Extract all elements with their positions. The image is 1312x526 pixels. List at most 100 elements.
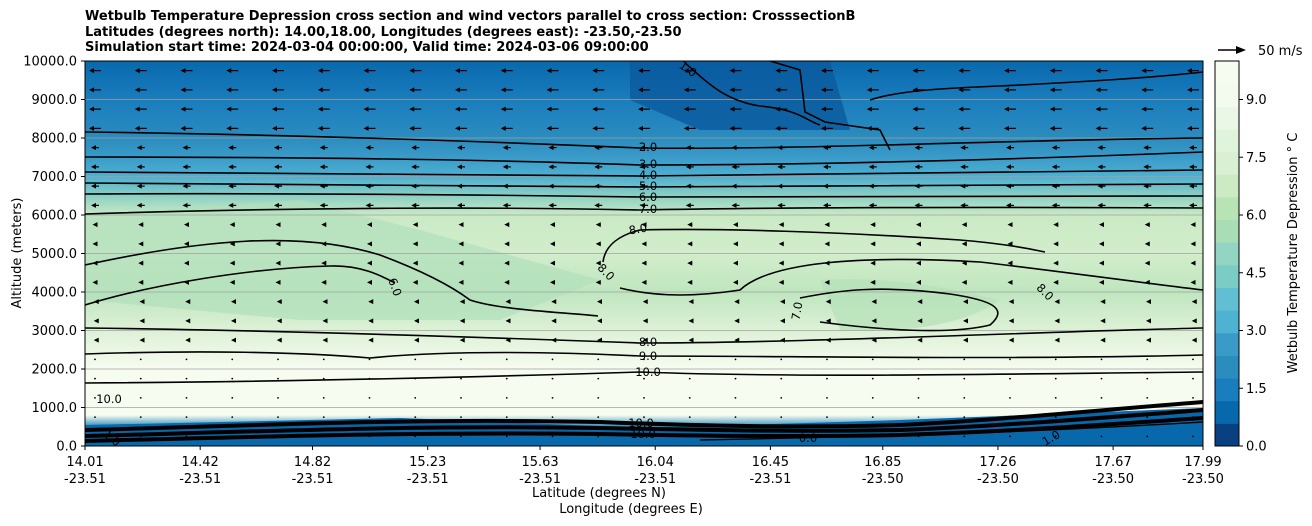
- wind-vector: [550, 279, 555, 285]
- wind-vector: [272, 125, 284, 131]
- wind-vector: [594, 145, 603, 151]
- wind-vector: [1100, 416, 1103, 419]
- colorbar-segment: [1215, 287, 1239, 311]
- wind-vector: [457, 183, 465, 189]
- wind-vector: [414, 337, 419, 343]
- wind-vector: [505, 337, 511, 343]
- wind-vector: [780, 377, 783, 380]
- wind-vector: [597, 337, 602, 343]
- wind-vector: [460, 358, 462, 361]
- wind-vector: [94, 396, 96, 399]
- wind-vector: [1146, 337, 1151, 343]
- wind-vector: [229, 222, 235, 228]
- wind-vector: [731, 202, 740, 208]
- colorbar-segment: [1215, 400, 1239, 424]
- wind-vector: [277, 416, 279, 419]
- wind-vector: [226, 106, 239, 112]
- wind-vector: [459, 299, 465, 305]
- wind-vector: [688, 416, 691, 419]
- wind-vector: [961, 241, 967, 247]
- wind-vector: [912, 106, 925, 112]
- wind-vector: [780, 337, 785, 343]
- wind-vector: [1053, 279, 1059, 285]
- wind-vector: [821, 68, 833, 74]
- wind-vector: [1007, 222, 1013, 228]
- x-axis-label-lat: Latitude (degrees N): [532, 486, 666, 501]
- wind-vector: [594, 164, 603, 170]
- wind-vector: [275, 260, 281, 266]
- wind-vector: [1009, 416, 1011, 419]
- wind-vector: [1054, 337, 1060, 343]
- wind-vector: [1144, 260, 1150, 266]
- quiver-key-label: 50 m/s: [1258, 44, 1303, 59]
- wind-vector: [868, 183, 877, 189]
- wind-vector: [1144, 241, 1150, 247]
- wind-vector: [138, 279, 144, 285]
- wind-vector: [231, 377, 234, 380]
- wind-vector: [917, 435, 920, 438]
- wind-vector: [961, 260, 967, 266]
- contour-label: 7.0: [639, 202, 657, 216]
- wind-vector: [963, 416, 966, 419]
- wind-vector: [504, 279, 510, 285]
- colorbar: 0.0 1.5 3.0 4.5 6.0 7.5 9.0: [1214, 60, 1267, 455]
- wind-vector: [502, 145, 511, 151]
- wind-vector: [89, 125, 101, 131]
- wind-vector: [734, 396, 737, 399]
- x-tick-label-lon: -23.50: [862, 472, 904, 487]
- wind-vector: [550, 241, 555, 247]
- wind-vector: [1146, 318, 1151, 324]
- wind-vector: [368, 337, 374, 343]
- wind-vector: [780, 435, 783, 438]
- wind-vector: [733, 260, 738, 266]
- wind-vector: [317, 125, 330, 131]
- wind-vector: [551, 396, 554, 399]
- contour-6: [85, 192, 1203, 198]
- wind-vector: [868, 202, 877, 208]
- wind-vector: [457, 145, 465, 151]
- wind-vector: [688, 435, 691, 438]
- wind-vector: [871, 337, 877, 343]
- wind-vector: [592, 68, 605, 74]
- contour-label: 10.0: [635, 365, 661, 379]
- wind-vector: [276, 299, 282, 305]
- wind-vector: [641, 260, 647, 266]
- wind-vector: [1189, 202, 1197, 208]
- wind-vector: [871, 435, 874, 438]
- wind-vector: [914, 164, 923, 170]
- wind-vector: [734, 435, 737, 438]
- wind-vector: [505, 358, 508, 361]
- wind-vector: [322, 358, 325, 361]
- wind-vector: [1099, 279, 1104, 285]
- wind-vector: [274, 183, 282, 189]
- wind-vector: [319, 164, 328, 170]
- wind-vector: [871, 318, 877, 324]
- wind-vector: [89, 87, 101, 93]
- wind-vector: [916, 260, 921, 266]
- wind-vector: [1051, 183, 1060, 189]
- wind-vector: [414, 416, 417, 419]
- wind-vector: [1006, 145, 1014, 151]
- wind-vector: [825, 318, 831, 324]
- colorbar-label: Wetbulb Temperature Depression ° C: [1286, 133, 1301, 374]
- wind-vector: [592, 125, 605, 131]
- contour-label: 0.0: [799, 431, 817, 445]
- wind-vector: [411, 202, 420, 208]
- title-line-1: Wetbulb Temperature Depression cross sec…: [85, 9, 856, 24]
- wind-vector: [826, 416, 828, 419]
- wind-vector: [180, 87, 193, 93]
- title-line-2: Latitudes (degrees north): 14.00,18.00, …: [85, 24, 682, 40]
- wind-vector: [182, 145, 191, 151]
- wind-vector: [1100, 396, 1103, 399]
- wind-vector: [412, 279, 418, 285]
- x-tick-label-lat: 16.85: [864, 455, 901, 470]
- wind-vector: [321, 222, 327, 228]
- wind-vector: [734, 377, 737, 380]
- wind-vector: [685, 145, 694, 151]
- x-tick-label-lat: 15.23: [409, 455, 446, 470]
- wind-vector: [958, 125, 971, 131]
- colorbar-tick-label: 0.0: [1246, 440, 1267, 455]
- wind-vector: [1146, 358, 1149, 361]
- wind-vector: [185, 377, 188, 380]
